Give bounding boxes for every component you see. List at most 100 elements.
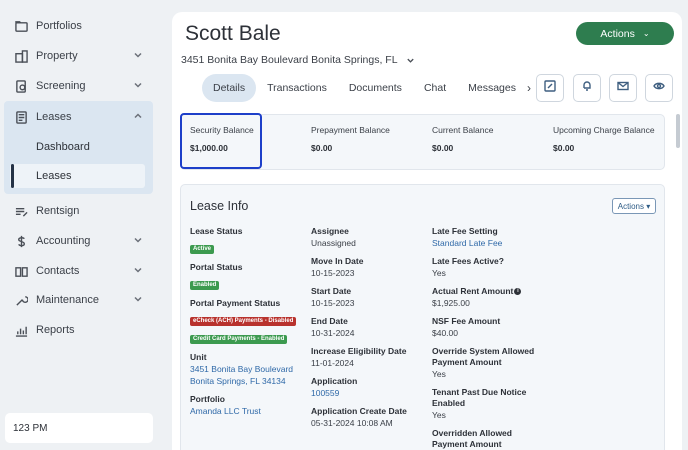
prepayment-balance-label: Prepayment Balance	[311, 125, 390, 135]
end-date-label: End Date	[311, 316, 348, 326]
chevron-down-icon	[133, 294, 143, 304]
chevron-down-icon	[133, 265, 143, 275]
actions-button[interactable]: Actions ⌄	[576, 22, 674, 45]
security-balance-value: $1,000.00	[190, 143, 228, 153]
portal-payment-label: Portal Payment Status	[190, 298, 281, 308]
tab-transactions[interactable]: Transactions	[267, 82, 327, 94]
chevron-down-icon	[406, 56, 415, 65]
sidebar-item-contacts[interactable]: Contacts	[4, 256, 153, 286]
portal-status-label: Portal Status	[190, 262, 243, 272]
lease-info-actions-button[interactable]: Actions ▾	[612, 198, 656, 214]
upcoming-balance-label: Upcoming Charge Balance	[553, 125, 655, 135]
view-button[interactable]	[645, 74, 673, 102]
dollar-icon	[14, 234, 28, 248]
info-icon[interactable]: i	[514, 288, 522, 296]
sidebar-item-label: Leases	[36, 111, 72, 123]
screening-icon	[14, 79, 28, 93]
lease-info-card: Lease Info Actions ▾ Lease Status Active…	[180, 184, 665, 450]
security-balance: Security Balance $1,000.00	[190, 125, 254, 153]
start-date-value: 10-15-2023	[311, 298, 355, 308]
current-balance-value: $0.00	[432, 143, 454, 153]
tab-details[interactable]: Details	[202, 74, 257, 102]
sidebar-item-screening[interactable]: Screening	[4, 71, 153, 101]
page-title: Scott Bale	[185, 22, 281, 45]
late-fees-active-label: Late Fees Active?	[432, 256, 504, 266]
unit-label: Unit	[190, 352, 207, 362]
caret-down-icon: ▾	[646, 201, 651, 211]
eye-icon	[653, 79, 665, 97]
address-selector[interactable]: 3451 Bonita Bay Boulevard Bonita Springs…	[181, 54, 415, 66]
prepayment-balance-value: $0.00	[311, 143, 333, 153]
tab-chat[interactable]: Chat	[423, 82, 447, 94]
sidebar-item-maintenance[interactable]: Maintenance	[4, 285, 153, 315]
document-icon	[14, 110, 28, 124]
lease-info-actions-label: Actions	[617, 201, 644, 211]
tab-bar: Details Transactions Documents Chat Mess…	[202, 74, 531, 102]
lease-info-column-2: Assignee Unassigned Move In Date 10-15-2…	[311, 226, 431, 436]
upcoming-balance-value: $0.00	[553, 143, 575, 153]
sidebar-item-leases[interactable]: Leases	[4, 102, 153, 132]
increase-eligibility-label: Increase Eligibility Date	[311, 346, 407, 356]
sidebar-item-label: Accounting	[36, 235, 91, 247]
scrollbar[interactable]	[676, 114, 680, 148]
override-system-value: Yes	[432, 369, 446, 379]
lease-status-badge: Active	[190, 245, 215, 254]
tenant-past-due-value: Yes	[432, 410, 446, 420]
portal-status-badge: Enabled	[190, 281, 220, 290]
application-link[interactable]: 100559	[311, 388, 340, 398]
sidebar-item-rentsign[interactable]: Rentsign	[4, 196, 153, 226]
current-balance-label: Current Balance	[432, 125, 494, 135]
override-system-label-line-2: Payment Amount	[432, 357, 502, 367]
unit-address-line-2[interactable]: Bonita Springs, FL 34134	[190, 376, 286, 386]
sidebar-item-reports[interactable]: Reports	[4, 315, 153, 345]
security-balance-highlight	[180, 113, 262, 169]
sidebar-subitem-dashboard[interactable]: Dashboard	[36, 141, 90, 153]
sidebar-item-label: Reports	[36, 324, 75, 336]
wrench-icon	[14, 293, 28, 307]
override-system-label-line-1: Override System Allowed	[432, 346, 535, 356]
tab-messages[interactable]: Messages	[468, 82, 516, 94]
edit-button[interactable]	[536, 74, 564, 102]
tenant-past-due-label-line-2: Enabled	[432, 398, 466, 408]
lease-info-column-1: Lease Status Active Portal Status Enable…	[190, 226, 310, 424]
sidebar-subitem-leases[interactable]: Leases	[10, 164, 145, 188]
chevron-down-icon	[133, 235, 143, 245]
chevron-right-icon[interactable]: ›	[526, 81, 531, 95]
portfolio-label: Portfolio	[190, 394, 225, 404]
sidebar: Portfolios Property Screening Leases Das…	[0, 0, 160, 450]
email-button[interactable]	[609, 74, 637, 102]
tenant-past-due-label-line-1: Tenant Past Due Notice	[432, 387, 527, 397]
application-create-date-value: 05-31-2024 10:08 AM	[311, 418, 393, 428]
chevron-down-icon	[133, 50, 143, 60]
move-in-date-label: Move In Date	[311, 256, 364, 266]
building-icon	[14, 49, 28, 63]
start-date-label: Start Date	[311, 286, 352, 296]
portfolio-link[interactable]: Amanda LLC Trust	[190, 406, 261, 416]
sidebar-item-accounting[interactable]: Accounting	[4, 226, 153, 256]
sidebar-item-label: Screening	[36, 80, 86, 92]
main-panel: Scott Bale 3451 Bonita Bay Boulevard Bon…	[172, 12, 682, 450]
tab-documents[interactable]: Documents	[348, 82, 402, 94]
late-fee-setting-link[interactable]: Standard Late Fee	[432, 238, 503, 248]
chevron-down-icon	[133, 80, 143, 90]
sidebar-item-label: Portfolios	[36, 20, 82, 32]
chevron-down-icon: ⌄	[642, 29, 650, 38]
application-label: Application	[311, 376, 358, 386]
actual-rent-label: Actual Rent Amount	[432, 286, 514, 296]
address-text: 3451 Bonita Bay Boulevard Bonita Springs…	[181, 54, 398, 66]
overridden-allowed-label-line-2: Payment Amount	[432, 439, 502, 449]
sidebar-item-property[interactable]: Property	[4, 41, 153, 71]
sidebar-item-label: Contacts	[36, 265, 80, 277]
late-fee-setting-label: Late Fee Setting	[432, 226, 498, 236]
notification-button[interactable]	[573, 74, 601, 102]
user-menu[interactable]: 123 PM	[5, 413, 153, 443]
sidebar-item-label: Rentsign	[36, 205, 80, 217]
sidebar-item-portfolios[interactable]: Portfolios	[4, 11, 153, 41]
actions-button-label: Actions	[600, 27, 635, 40]
unit-address-line-1[interactable]: 3451 Bonita Bay Boulevard	[190, 364, 294, 374]
sidebar-item-label: Property	[36, 50, 78, 62]
assignee-label: Assignee	[311, 226, 349, 236]
nsf-fee-value: $40.00	[432, 328, 458, 338]
current-balance: Current Balance $0.00	[432, 125, 493, 153]
nsf-fee-label: NSF Fee Amount	[432, 316, 501, 326]
